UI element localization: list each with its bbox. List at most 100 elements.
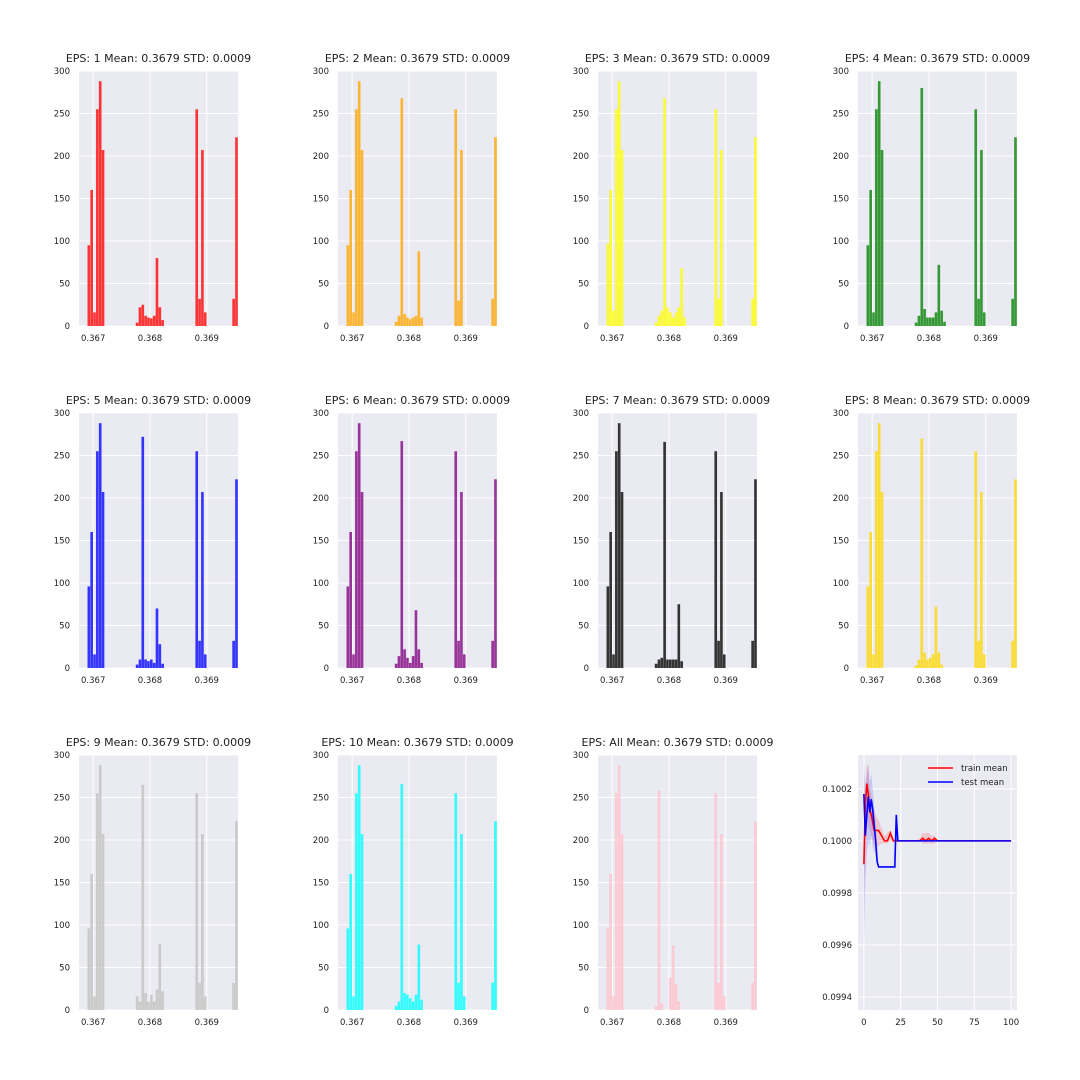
histogram-bar [457,300,460,326]
x-tick-label: 0.369 [454,676,478,686]
histogram-bar [660,1003,664,1010]
histogram-bar [147,661,150,668]
y-tick-label: 200 [313,152,329,162]
histogram-bar [93,312,96,326]
histogram-bar [663,98,666,326]
histogram-bar [152,315,156,326]
histogram-bar [714,793,718,1010]
x-tick-label: 100 [1003,1018,1019,1028]
histogram-bar [232,298,235,326]
histogram-bar [751,982,754,1010]
histogram-bar [457,640,460,668]
y-tick-label: 50 [59,280,70,290]
histogram-bar [352,654,355,668]
histogram-bar [346,928,350,1010]
histogram-bar [235,137,238,326]
histogram-bar [666,659,669,668]
y-tick-label: 250 [573,794,589,804]
histogram-bar [352,312,355,326]
histogram-panel: 0 50 100 150 200 250 300 0.367 0.368 0.369 EPS: 7 … [573,394,770,686]
chart-title: EPS: 8 Mean: 0.3679 STD: 0.0009 [845,394,1030,407]
histogram-bar [98,423,102,668]
histogram-bar [141,784,145,1010]
y-tick-label: 100 [573,237,589,247]
x-tick-label: 75 [969,1018,980,1028]
histogram-bar [609,190,612,326]
histogram-bar [394,321,398,326]
histogram-bar [198,982,201,1010]
y-tick-label: 100 [573,921,589,931]
histogram-panel: 0 50 100 150 200 250 300 0.367 0.368 0.369 EPS: 4 … [833,52,1030,344]
y-tick-label: 0 [65,664,70,674]
histogram-bar [657,790,661,1010]
histogram-bar [754,137,757,326]
histogram-bar [928,657,932,668]
y-tick-label: 200 [573,152,589,162]
histogram-bar [491,298,494,326]
histogram-bar [406,994,409,1010]
x-tick-label: 0.367 [600,334,624,344]
y-tick-label: 0 [324,664,329,674]
histogram-bar [974,451,978,668]
histogram-bar [917,315,921,326]
x-tick-label: 0.367 [860,334,884,344]
y-tick-label: 150 [313,195,329,205]
histogram-bar [980,492,983,668]
y-tick-label: 0.1002 [822,785,852,795]
histogram-bar [414,315,418,326]
histogram-bar [872,654,875,668]
histogram-bar [931,317,935,326]
histogram-bar [355,109,358,326]
histogram-bar [877,423,881,668]
histogram-bar [149,994,153,1010]
y-tick-label: 200 [313,836,329,846]
y-tick-label: 150 [54,879,70,889]
histogram-bar [615,109,618,326]
histogram-panel: 0 50 100 150 200 250 300 0.367 0.368 0.369 EPS: 6 … [313,394,510,686]
histogram-bar [680,661,683,668]
chart-title: EPS: 4 Mean: 0.3679 STD: 0.0009 [845,52,1030,65]
histogram-bar [460,834,463,1010]
histogram-panel: 0 50 100 150 200 250 300 0.367 0.368 0.369 EPS: 8 … [833,394,1030,686]
histogram-bar [161,991,164,1010]
x-tick-label: 0.368 [917,676,941,686]
y-tick-label: 0 [844,322,849,332]
y-tick-label: 150 [833,537,849,547]
x-tick-label: 0.368 [397,334,421,344]
histogram-bar [615,793,618,1010]
histogram-bar [680,268,683,326]
histogram-bar [346,245,350,326]
histogram-bar [90,874,93,1010]
histogram-bar [937,652,941,668]
histogram-bar [420,317,423,326]
histogram-bar [203,996,207,1010]
histogram-bar [671,659,675,668]
histogram-bar [349,190,352,326]
x-tick-label: 0.367 [340,334,364,344]
histogram-bar [875,451,878,668]
x-tick-label: 0.368 [657,334,681,344]
chart-title: EPS: 5 Mean: 0.3679 STD: 0.0009 [66,394,251,407]
histogram-bar [357,423,361,668]
y-tick-label: 100 [313,579,329,589]
histogram-bar [668,659,672,668]
histogram-bar [1014,137,1017,326]
histogram-bar [462,654,466,668]
histogram-bar [457,982,460,1010]
chart-title: EPS: 1 Mean: 0.3679 STD: 0.0009 [66,52,251,65]
histogram-bar [198,640,201,668]
y-tick-label: 300 [573,67,589,77]
histogram-bar [751,298,754,326]
histogram-bar [494,821,497,1010]
histogram-bar [609,874,612,1010]
x-tick-label: 0.368 [657,676,681,686]
legend: train mean test mean [928,764,1008,788]
y-tick-label: 250 [573,452,589,462]
histogram-bar [135,664,139,668]
y-tick-label: 200 [573,836,589,846]
histogram-bar [420,662,423,668]
histogram-bar [917,659,921,668]
histogram-bar [135,322,139,326]
histogram-bar [155,608,159,668]
histogram-bar [880,492,884,668]
